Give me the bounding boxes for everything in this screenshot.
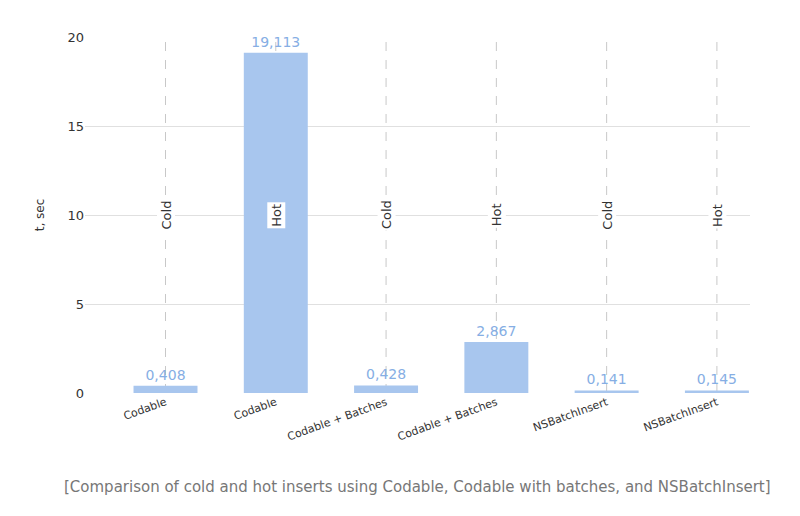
svg-text:Cold: Cold <box>379 200 394 229</box>
svg-text:0,428: 0,428 <box>366 366 406 382</box>
svg-text:2,867: 2,867 <box>476 323 516 339</box>
svg-text:Cold: Cold <box>600 201 615 230</box>
svg-text:Codable: Codable <box>122 395 169 423</box>
svg-text:19,113: 19,113 <box>251 34 300 50</box>
svg-text:Codable + Batches: Codable + Batches <box>286 395 390 443</box>
svg-text:10: 10 <box>67 208 84 223</box>
svg-text:0,408: 0,408 <box>145 367 185 383</box>
svg-text:20: 20 <box>67 30 84 45</box>
svg-text:Codable + Batches: Codable + Batches <box>396 395 500 443</box>
svg-text:0,145: 0,145 <box>697 371 737 387</box>
svg-text:15: 15 <box>67 119 84 134</box>
svg-text:0: 0 <box>76 386 84 401</box>
svg-text:t, sec: t, sec <box>33 199 47 232</box>
svg-text:[Comparison of cold and hot in: [Comparison of cold and hot inserts usin… <box>64 478 771 496</box>
svg-text:Hot: Hot <box>710 204 725 227</box>
svg-text:5: 5 <box>76 297 84 312</box>
svg-text:0,141: 0,141 <box>587 371 627 387</box>
svg-text:Cold: Cold <box>159 201 174 230</box>
svg-text:Codable: Codable <box>232 395 279 423</box>
svg-text:NSBatchInsert: NSBatchInsert <box>642 395 721 434</box>
svg-text:NSBatchInsert: NSBatchInsert <box>531 395 610 434</box>
svg-text:Hot: Hot <box>269 204 284 227</box>
svg-text:Hot: Hot <box>489 204 504 227</box>
